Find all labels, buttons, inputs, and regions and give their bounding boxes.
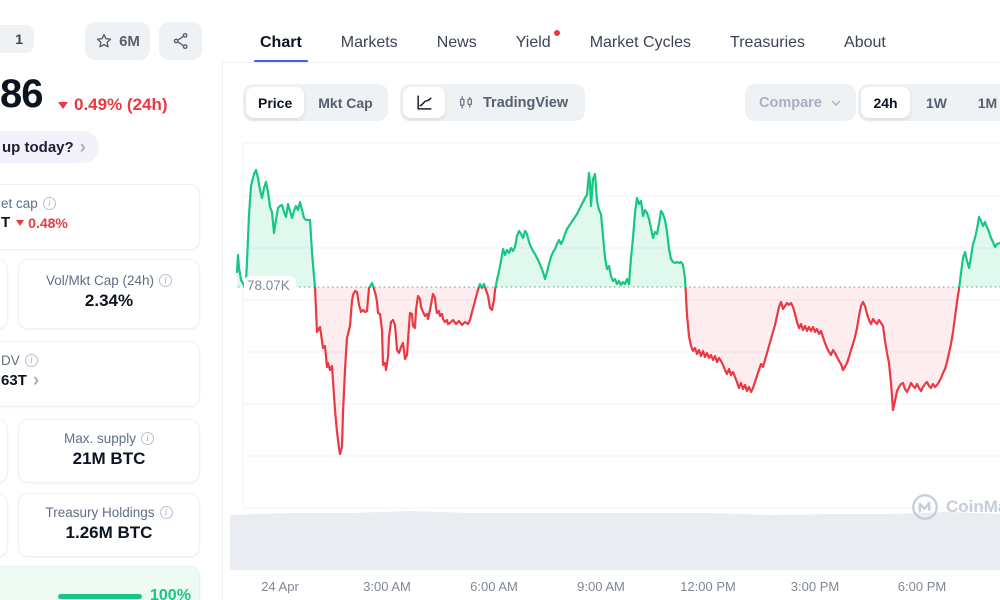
tab-about[interactable]: About xyxy=(844,33,886,51)
tab-markets[interactable]: Markets xyxy=(340,33,398,51)
cut-card xyxy=(0,259,8,329)
tradingview-toggle-button[interactable]: TradingView xyxy=(447,94,582,112)
chevron-right-icon[interactable]: › xyxy=(32,370,40,391)
price-area-below xyxy=(237,287,1000,454)
x-axis-tick-label: 3:00 PM xyxy=(790,579,840,594)
supply-progress-bar xyxy=(58,593,142,599)
info-icon[interactable]: i xyxy=(42,197,56,210)
info-icon[interactable]: i xyxy=(141,432,155,445)
range-1w-button[interactable]: 1W xyxy=(926,94,947,111)
rank-value: 1 xyxy=(15,31,23,47)
market-cap-value: T 0.48% xyxy=(1,214,68,231)
cut-card xyxy=(0,493,8,557)
triangle-down-icon xyxy=(58,101,68,109)
why-up-today-chip[interactable]: up today? › xyxy=(0,131,99,163)
share-button[interactable] xyxy=(159,22,202,60)
range-segmented-control: 24h 1W 1M xyxy=(858,84,1000,121)
chart-type-segmented-control: TradingView xyxy=(400,84,586,121)
price-toggle-button[interactable]: Price xyxy=(246,87,305,118)
chevron-right-icon: › xyxy=(79,136,86,158)
x-axis-tick-label: 12:00 PM xyxy=(680,579,736,594)
x-axis-tick-label: 6:00 AM xyxy=(470,579,518,594)
vol-mkt-cap-card: Vol/Mkt Cap (24h) i 2.34% xyxy=(18,259,200,329)
range-24h-button[interactable]: 24h xyxy=(861,87,910,118)
triangle-down-icon xyxy=(16,219,25,226)
today-chip-label: up today? xyxy=(2,138,74,156)
compare-label: Compare xyxy=(759,94,822,111)
x-axis-tick-label: 9:00 AM xyxy=(577,579,625,594)
watchlist-button[interactable]: 6M xyxy=(85,22,150,60)
coin-nav-tabs: Chart Markets News Yield Market Cycles T… xyxy=(230,22,1000,63)
treasury-label: Treasury Holdings i xyxy=(19,505,199,520)
tab-market-cycles[interactable]: Market Cycles xyxy=(589,33,692,51)
price-chart[interactable] xyxy=(230,140,1000,600)
treasury-value: 1.26M BTC xyxy=(65,523,153,542)
x-axis-tick-label: 6:00 PM xyxy=(897,579,947,594)
share-icon xyxy=(172,32,190,50)
mkt-cap-toggle-button[interactable]: Mkt Cap xyxy=(318,94,373,111)
star-icon xyxy=(95,32,113,50)
tab-yield[interactable]: Yield xyxy=(516,22,560,63)
info-icon[interactable]: i xyxy=(159,274,173,287)
fdv-card: DV i 63T › xyxy=(0,341,200,407)
tradingview-label: TradingView xyxy=(483,94,569,111)
metric-segmented-control: Price Mkt Cap xyxy=(243,84,388,121)
info-icon[interactable]: i xyxy=(159,506,173,519)
watermark: CoinMa xyxy=(910,492,1000,522)
price-line-down xyxy=(313,287,961,456)
treasury-holdings-card: Treasury Holdings i 1.26M BTC xyxy=(18,493,200,557)
watermark-text: CoinMa xyxy=(946,497,1000,516)
market-cap-card: et cap i T 0.48% xyxy=(0,184,200,250)
line-chart-toggle-button[interactable] xyxy=(403,87,445,118)
info-icon[interactable]: i xyxy=(24,354,38,367)
vol-mkt-cap-label: Vol/Mkt Cap (24h) i xyxy=(19,273,199,288)
max-supply-card: Max. supply i 21M BTC xyxy=(18,419,200,483)
fdv-value: 63T › xyxy=(1,370,40,391)
tab-treasuries[interactable]: Treasuries xyxy=(730,33,806,51)
tab-chart[interactable]: Chart xyxy=(254,22,308,63)
cut-card xyxy=(0,419,8,483)
max-supply-value: 21M BTC xyxy=(72,449,146,468)
watchlist-count: 6M xyxy=(119,32,140,50)
tab-yield-notification-dot xyxy=(553,30,560,36)
rank-badge: 1 xyxy=(0,25,34,53)
fdv-label: DV i xyxy=(1,353,199,368)
price-line-up xyxy=(235,168,1000,287)
vol-mkt-cap-value: 2.34% xyxy=(84,291,134,310)
baseline-price-label: 78.07K xyxy=(244,276,296,295)
price-value: 86 xyxy=(0,72,43,116)
supply-progress-percent: 100% xyxy=(150,587,191,600)
range-1m-button[interactable]: 1M xyxy=(977,94,998,111)
max-supply-label: Max. supply i xyxy=(19,431,199,446)
chart-gridlines xyxy=(243,195,1000,509)
chart-navigator[interactable] xyxy=(230,511,1000,570)
chevron-down-icon xyxy=(830,97,842,109)
line-chart-icon xyxy=(415,93,434,112)
supply-progress-card: 100% xyxy=(0,566,200,600)
price-change-value: 0.49% (24h) xyxy=(74,95,168,114)
market-cap-label: et cap i xyxy=(1,196,199,211)
sidebar-divider xyxy=(222,58,223,600)
market-cap-change: 0.48% xyxy=(16,215,68,231)
tabs-bottom-border xyxy=(223,62,1000,63)
candlestick-icon xyxy=(457,94,475,112)
active-tab-underline xyxy=(254,60,308,63)
x-axis-tick-label: 24 Apr xyxy=(261,579,299,594)
tab-news[interactable]: News xyxy=(436,33,477,51)
compare-button[interactable]: Compare xyxy=(745,84,856,121)
coinmarketcap-logo-icon xyxy=(910,492,940,522)
price-change: 0.49% (24h) xyxy=(58,95,168,115)
x-axis-tick-label: 3:00 AM xyxy=(363,579,411,594)
